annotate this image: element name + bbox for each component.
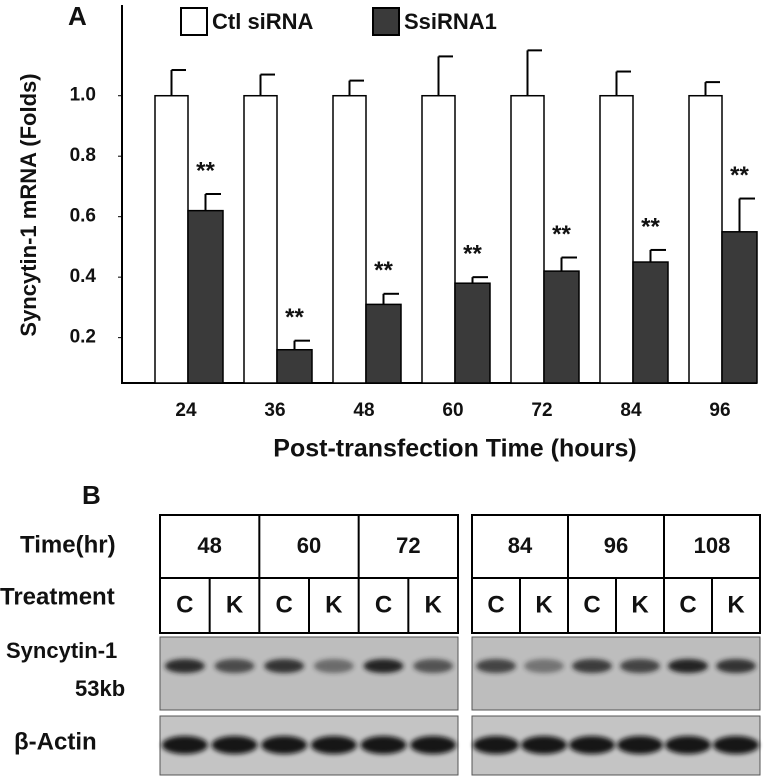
row-label: Treatment xyxy=(0,583,115,610)
syncytin-band xyxy=(620,659,660,673)
significance-label: ** xyxy=(641,213,660,240)
syncytin-band xyxy=(476,659,516,673)
bar xyxy=(454,282,491,384)
actin-band xyxy=(473,736,519,754)
legend-swatch xyxy=(372,7,400,36)
significance-label: ** xyxy=(285,304,304,331)
time-label: 96 xyxy=(604,533,628,558)
legend-label: SsiRNA1 xyxy=(404,9,497,34)
time-label: 72 xyxy=(396,533,420,558)
bar xyxy=(510,94,545,384)
syncytin-band xyxy=(524,659,564,673)
syncytin-band xyxy=(668,659,708,673)
lane-label: C xyxy=(375,591,392,618)
lane-label: K xyxy=(631,591,649,618)
actin-band xyxy=(161,736,208,754)
syncytin-band xyxy=(363,659,404,673)
row-label: Time(hr) xyxy=(20,531,116,558)
x-tick-label: 96 xyxy=(709,400,730,421)
x-tick-label: 48 xyxy=(353,400,374,421)
x-axis-label: Post-transfection Time (hours) xyxy=(273,435,636,463)
y-tick-label: 1.0 xyxy=(70,85,96,106)
actin-band xyxy=(360,736,407,754)
actin-band xyxy=(261,736,308,754)
bar xyxy=(243,94,278,384)
lane-label: C xyxy=(487,591,504,618)
syncytin-band xyxy=(214,659,255,673)
bar xyxy=(332,94,367,384)
x-tick-label: 72 xyxy=(531,400,552,421)
legend-label: Ctl siRNA xyxy=(212,9,314,34)
bar xyxy=(365,303,402,384)
x-tick-label: 24 xyxy=(175,400,197,421)
legend-swatch xyxy=(180,7,208,36)
bar xyxy=(721,231,758,384)
actin-band xyxy=(665,736,711,754)
time-label: 48 xyxy=(197,533,221,558)
blot-image xyxy=(471,636,761,711)
significance-label: ** xyxy=(552,221,571,248)
panel-label: A xyxy=(68,1,87,31)
significance-label: ** xyxy=(196,157,215,184)
actin-band xyxy=(410,736,457,754)
y-tick-label: 0.8 xyxy=(70,145,96,166)
row-label: 53kb xyxy=(75,676,125,701)
bar xyxy=(688,94,723,384)
x-tick-label: 84 xyxy=(620,400,642,421)
lane-label: K xyxy=(424,591,442,618)
significance-label: ** xyxy=(730,162,749,189)
y-tick-label: 0.6 xyxy=(70,206,96,227)
actin-band xyxy=(211,736,258,754)
syncytin-band xyxy=(264,659,305,673)
syncytin-band xyxy=(313,659,354,673)
time-label: 84 xyxy=(508,533,533,558)
actin-band xyxy=(310,736,357,754)
bar xyxy=(421,94,456,384)
lane-label: C xyxy=(275,591,292,618)
time-label: 60 xyxy=(297,533,321,558)
lane-label: K xyxy=(727,591,745,618)
blot-image xyxy=(471,715,761,776)
bar xyxy=(187,209,224,384)
blot-image xyxy=(159,636,459,711)
significance-label: ** xyxy=(374,257,393,284)
actin-band xyxy=(713,736,759,754)
x-tick-label: 36 xyxy=(264,400,285,421)
bar xyxy=(632,261,669,384)
lane-label: K xyxy=(226,591,244,618)
bar xyxy=(543,270,580,384)
lane-label: C xyxy=(583,591,600,618)
y-axis-label: Syncytin-1 mRNA (Folds) xyxy=(16,73,41,336)
actin-band xyxy=(569,736,615,754)
time-label: 108 xyxy=(694,533,731,558)
significance-label: ** xyxy=(463,241,482,268)
lane-label: K xyxy=(535,591,553,618)
syncytin-band xyxy=(716,659,756,673)
syncytin-band xyxy=(413,659,454,673)
x-tick-label: 60 xyxy=(442,400,463,421)
y-tick-label: 0.2 xyxy=(70,327,96,348)
row-label: Syncytin-1 xyxy=(6,638,117,663)
bar xyxy=(154,94,189,384)
panel-label: B xyxy=(82,480,101,510)
row-label: β-Actin xyxy=(14,728,97,755)
bar xyxy=(276,348,313,384)
lane-label: C xyxy=(679,591,696,618)
syncytin-band xyxy=(164,659,205,673)
syncytin-band xyxy=(572,659,612,673)
actin-band xyxy=(617,736,663,754)
blot-image xyxy=(159,715,459,776)
lane-label: K xyxy=(325,591,343,618)
lane-label: C xyxy=(176,591,193,618)
actin-band xyxy=(521,736,567,754)
y-tick-label: 0.4 xyxy=(70,266,97,287)
bar xyxy=(599,94,634,384)
